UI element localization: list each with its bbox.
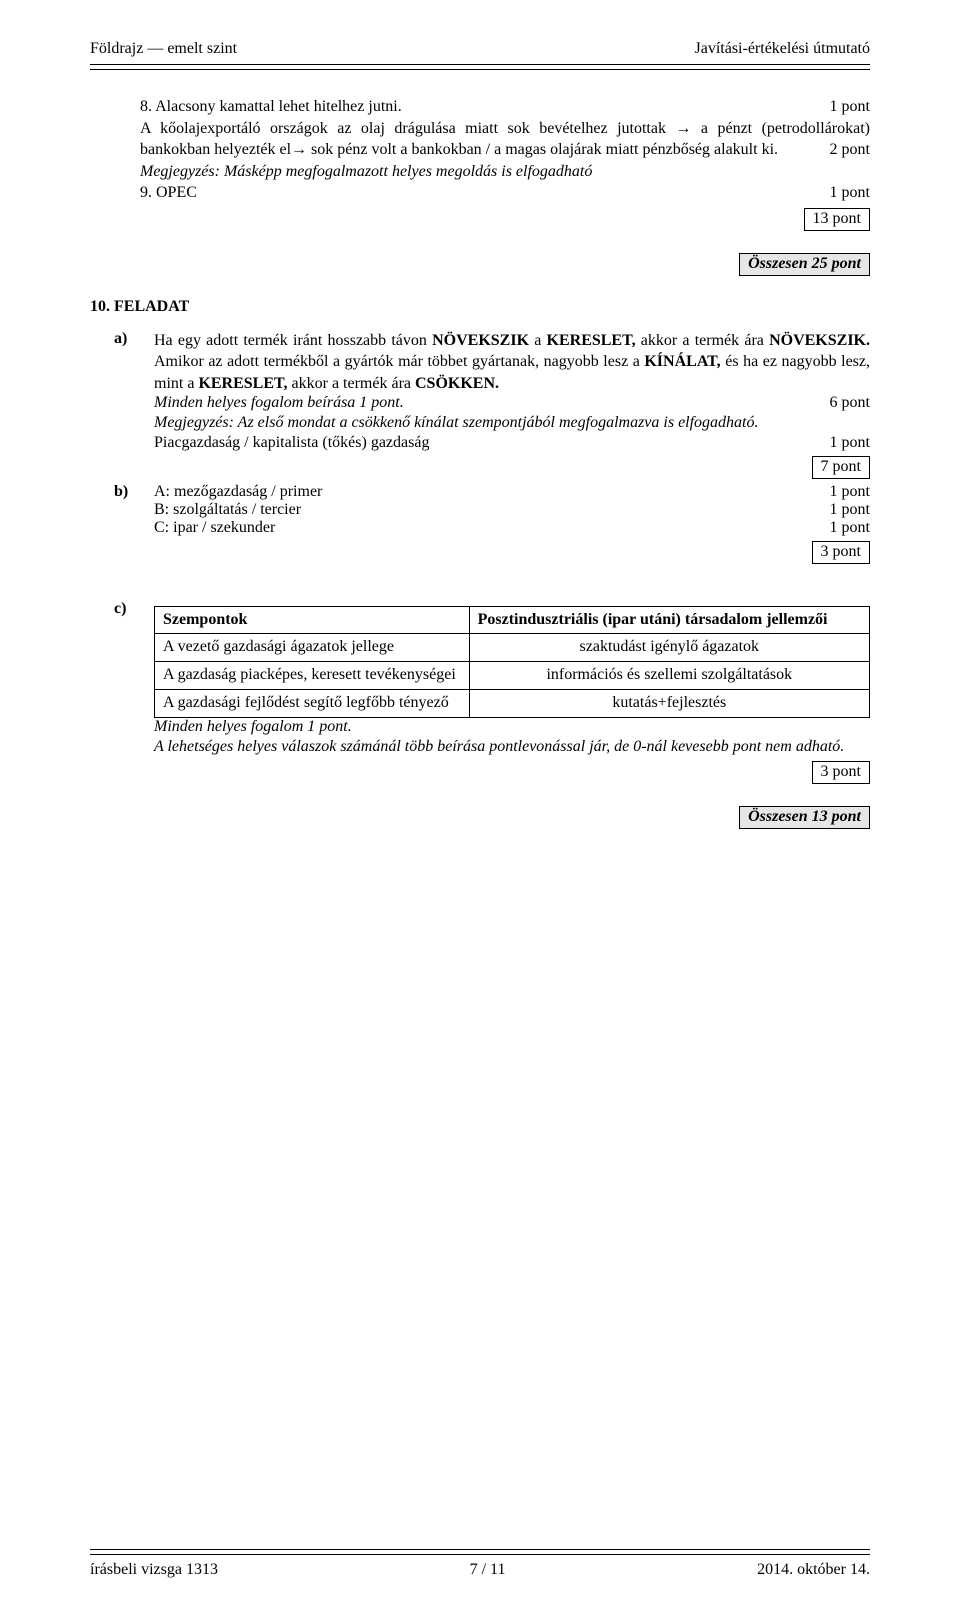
c-table: Szempontok Posztindusztriális (ipar után… [154,606,870,718]
footer: írásbeli vizsga 1313 7 / 11 2014. októbe… [90,1549,870,1579]
footer-center: 7 / 11 [470,1561,506,1579]
label-b: b) [114,483,140,566]
a-note: Megjegyzés: Az első mondat a csökkenő kí… [154,412,870,434]
box-13: 13 pont [804,208,870,231]
c-r2c1: A gazdaság piacképes, keresett tevékenys… [155,662,470,690]
table-row: A gazdaság piacképes, keresett tevékenys… [155,662,870,690]
b-row-b-left: B: szolgáltatás / tercier [154,501,301,519]
item-8-note: Megjegyzés: Másképp megfogalmazott helye… [140,161,870,183]
b-box-3-row: 3 pont [154,539,870,564]
c-th1: Szempontok [155,606,470,634]
box-7: 7 pont [812,456,870,479]
b-row-b: B: szolgáltatás / tercier 1 pont [154,501,870,519]
a-every-left: Minden helyes fogalom beírása 1 pont. [154,394,404,412]
a-every-line: Minden helyes fogalom beírása 1 pont. 6 … [154,394,870,412]
section-c: c) Szempontok Posztindusztriális (ipar u… [114,600,870,831]
section-a: a) Ha egy adott termék iránt hosszabb tá… [114,330,870,481]
item-9-text: 9. OPEC [140,182,197,204]
b-box-3: 3 pont [812,541,870,564]
footer-rule [90,1549,870,1555]
bold-novekszik-2: NÖVEKSZIK. [769,332,870,349]
item-9-score: 1 pont [830,182,870,204]
block-8-9: 8. Alacsony kamattal lehet hitelhez jutn… [140,96,870,276]
bold-kinalat: KÍNÁLAT, [644,353,720,370]
box-total-13: Összesen 13 pont [739,806,870,829]
b-row-c-right: 1 pont [830,519,870,537]
box-total-25: Összesen 25 pont [739,253,870,276]
bold-kereslet-1: KERESLET, [547,332,636,349]
item-8-score: 1 pont [830,96,870,118]
header-right: Javítási-értékelési útmutató [695,40,871,58]
header-row: Földrajz — emelt szint Javítási-értékelé… [90,40,870,58]
bold-novekszik-1: NÖVEKSZIK [432,332,529,349]
table-row: A gazdasági fejlődést segítő legfőbb tén… [155,689,870,717]
item-8-para-text: A kőolajexportáló országok az olaj drágu… [140,120,870,159]
a-piac-right: 1 pont [830,434,870,452]
item-8-text: 8. Alacsony kamattal lehet hitelhez jutn… [140,96,402,118]
c-note1: Minden helyes fogalom 1 pont. [154,718,870,736]
a-paragraph: Ha egy adott termék iránt hosszabb távon… [154,330,870,395]
header-left: Földrajz — emelt szint [90,40,237,58]
table-row: A vezető gazdasági ágazatok jellege szak… [155,634,870,662]
b-row-b-right: 1 pont [830,501,870,519]
label-a: a) [114,330,140,481]
b-row-a-right: 1 pont [830,483,870,501]
item-8-para: A kőolajexportáló országok az olaj drágu… [140,118,870,161]
page: Földrajz — emelt szint Javítási-értékelé… [0,0,960,1609]
bold-kereslet-2: KERESLET, [198,375,287,392]
item-9-line: 9. OPEC 1 pont [140,182,870,204]
box-7-row: 7 pont [154,454,870,479]
footer-row: írásbeli vizsga 1313 7 / 11 2014. októbe… [90,1561,870,1579]
c-r2c2: információs és szellemi szolgáltatások [469,662,869,690]
label-c: c) [114,600,140,831]
c-r3c2: kutatás+fejlesztés [469,689,869,717]
b-row-c: C: ipar / szekunder 1 pont [154,519,870,537]
a-every-right: 6 pont [830,394,870,412]
c-r1c2: szaktudást igénylő ágazatok [469,634,869,662]
box-25-row: Összesen 25 pont [140,253,870,276]
c-note2: A lehetséges helyes válaszok számánál tö… [154,736,870,758]
header-rule [90,64,870,70]
feladat-10-title: 10. FELADAT [90,298,870,316]
b-row-c-left: C: ipar / szekunder [154,519,275,537]
bold-csokken: CSÖKKEN. [415,375,499,392]
box-13-row: 13 pont [140,206,870,231]
c-box-3-row: 3 pont [154,759,870,784]
footer-left: írásbeli vizsga 1313 [90,1561,218,1579]
a-piac-line: Piacgazdaság / kapitalista (tőkés) gazda… [154,434,870,452]
c-r3c1: A gazdasági fejlődést segítő legfőbb tén… [155,689,470,717]
b-row-a-left: A: mezőgazdaság / primer [154,483,322,501]
table-row: Szempontok Posztindusztriális (ipar után… [155,606,870,634]
item-8-line: 8. Alacsony kamattal lehet hitelhez jutn… [140,96,870,118]
a-piac-left: Piacgazdaság / kapitalista (tőkés) gazda… [154,434,429,452]
c-r1c1: A vezető gazdasági ágazatok jellege [155,634,470,662]
c-box-3: 3 pont [812,761,870,784]
c-th2: Posztindusztriális (ipar utáni) társadal… [469,606,869,634]
footer-right: 2014. október 14. [757,1561,870,1579]
item-8-para-score: 2 pont [830,139,870,161]
b-row-a: A: mezőgazdaság / primer 1 pont [154,483,870,501]
section-b: b) A: mezőgazdaság / primer 1 pont B: sz… [114,483,870,566]
c-box-13-row: Összesen 13 pont [154,806,870,829]
